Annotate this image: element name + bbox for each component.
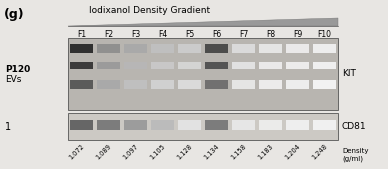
Text: 1.105: 1.105 <box>149 143 167 161</box>
Bar <box>313 44 336 53</box>
Bar <box>259 80 282 89</box>
Text: (g): (g) <box>4 8 24 21</box>
Bar <box>204 80 229 89</box>
Text: P120: P120 <box>5 65 30 74</box>
Bar <box>286 62 309 69</box>
Bar <box>204 44 229 53</box>
Text: Density
(g/ml): Density (g/ml) <box>342 148 369 162</box>
Text: 1.134: 1.134 <box>203 143 221 161</box>
Text: 1.183: 1.183 <box>257 143 275 161</box>
Bar <box>232 62 255 69</box>
Text: F1: F1 <box>77 30 86 39</box>
Bar <box>68 38 338 110</box>
Bar <box>151 120 174 130</box>
Text: 1: 1 <box>5 122 11 131</box>
Text: F6: F6 <box>212 30 221 39</box>
Bar <box>124 80 147 89</box>
Bar <box>97 62 120 69</box>
Bar <box>232 120 255 130</box>
Text: F7: F7 <box>239 30 248 39</box>
Text: F5: F5 <box>185 30 194 39</box>
Text: CD81: CD81 <box>342 122 367 131</box>
Bar <box>124 44 147 53</box>
Bar <box>124 62 147 69</box>
Bar <box>286 80 309 89</box>
Bar <box>69 120 94 130</box>
Bar <box>97 120 120 130</box>
Bar <box>178 80 201 89</box>
Bar <box>97 44 120 53</box>
Bar <box>313 120 336 130</box>
Bar <box>259 120 282 130</box>
Text: F3: F3 <box>131 30 140 39</box>
Bar <box>204 120 229 130</box>
Text: 1.089: 1.089 <box>95 143 113 161</box>
Text: EVs: EVs <box>5 75 21 83</box>
Bar <box>178 62 201 69</box>
Bar <box>178 120 201 130</box>
Text: 1.072: 1.072 <box>68 143 86 161</box>
Bar <box>97 80 120 89</box>
Text: 1.204: 1.204 <box>284 143 302 161</box>
Bar <box>232 80 255 89</box>
Bar <box>69 80 94 89</box>
Bar <box>69 44 94 53</box>
Bar <box>68 113 338 140</box>
Bar <box>151 80 174 89</box>
Bar <box>259 44 282 53</box>
Bar <box>259 62 282 69</box>
Text: 1.097: 1.097 <box>122 143 140 161</box>
Text: F8: F8 <box>266 30 275 39</box>
Text: Iodixanol Density Gradient: Iodixanol Density Gradient <box>90 6 211 15</box>
Text: F2: F2 <box>104 30 113 39</box>
Text: F10: F10 <box>317 30 331 39</box>
Text: KIT: KIT <box>342 69 356 78</box>
Bar <box>69 62 94 69</box>
Bar <box>313 62 336 69</box>
Text: F4: F4 <box>158 30 167 39</box>
Text: 1.248: 1.248 <box>311 143 329 161</box>
Bar <box>232 44 255 53</box>
Polygon shape <box>68 18 338 26</box>
Bar <box>286 120 309 130</box>
Text: 1.158: 1.158 <box>230 143 248 161</box>
Bar <box>151 44 174 53</box>
Bar <box>313 80 336 89</box>
Text: 1.128: 1.128 <box>176 143 194 161</box>
Bar <box>124 120 147 130</box>
Bar <box>286 44 309 53</box>
Bar <box>178 44 201 53</box>
Bar <box>151 62 174 69</box>
Bar <box>204 62 229 69</box>
Text: F9: F9 <box>293 30 302 39</box>
